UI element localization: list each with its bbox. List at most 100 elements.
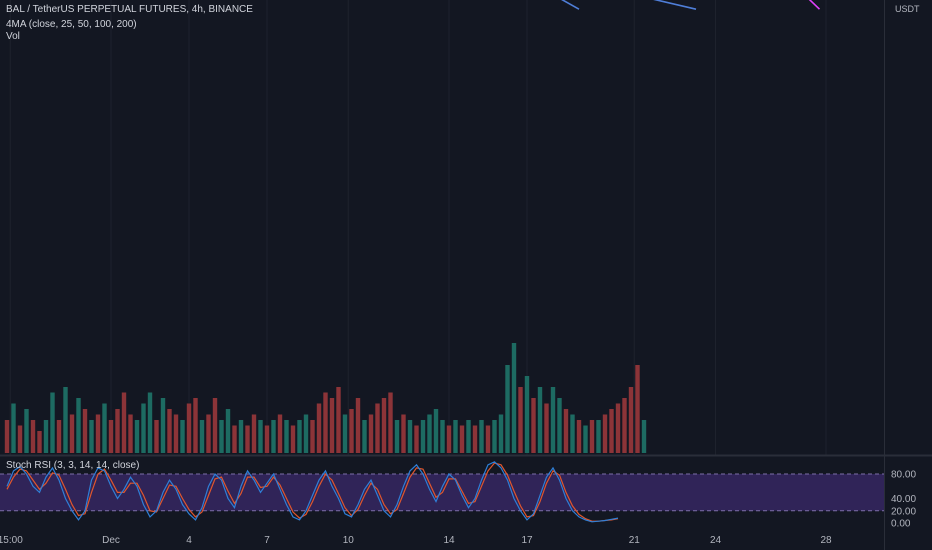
volume-bar	[440, 420, 445, 453]
volume-bar	[531, 398, 536, 453]
stoch-tick-label: 40.00	[891, 494, 916, 505]
volume-bar	[245, 425, 250, 453]
symbol-title[interactable]: BAL / TetherUS PERPETUAL FUTURES, 4h, BI…	[6, 4, 253, 15]
volume-bar	[232, 425, 237, 453]
volume-bar	[362, 420, 367, 453]
volume-bar	[492, 420, 497, 453]
volume-bar	[225, 409, 231, 453]
volume-bar	[453, 420, 458, 453]
time-tick-label: 24	[710, 535, 722, 546]
ma-legend[interactable]: 4MA (close, 25, 50, 100, 200)	[6, 19, 137, 30]
volume-bar	[63, 387, 68, 453]
volume-bar	[420, 420, 426, 453]
volume-bar	[11, 403, 16, 453]
volume-bar	[238, 420, 244, 453]
time-tick-label: 10	[343, 535, 355, 546]
volume-bar	[173, 414, 179, 453]
volume-bar	[82, 409, 88, 453]
volume-bar	[466, 420, 471, 453]
volume-bar	[505, 365, 510, 453]
volume-bar	[570, 414, 575, 453]
volume-bar	[147, 392, 153, 453]
volume-bar	[557, 398, 562, 453]
volume-bar	[589, 420, 595, 453]
volume-bar	[381, 398, 387, 453]
time-tick-label: 28	[820, 535, 832, 546]
volume-bar	[206, 414, 211, 453]
stoch-tick-label: 80.00	[891, 470, 916, 481]
volume-bar	[37, 431, 42, 453]
volume-bar	[537, 387, 543, 453]
volume-bar	[628, 387, 634, 453]
volume-bar	[284, 420, 289, 453]
volume-bar	[563, 409, 569, 453]
volume-bar	[635, 365, 640, 453]
stoch-rsi-pane	[0, 461, 884, 523]
volume-bar	[349, 409, 354, 453]
volume-bar	[69, 414, 75, 453]
stoch-k-line	[6, 461, 619, 523]
volume-bars	[4, 343, 647, 453]
time-tick-label: Dec	[102, 535, 120, 546]
time-tick-label: 21	[629, 535, 641, 546]
volume-bar	[141, 403, 146, 453]
time-tick-label: 14	[443, 535, 455, 546]
volume-bar	[297, 420, 302, 453]
volume-bar	[271, 420, 276, 453]
volume-bar	[186, 403, 192, 453]
volume-bar	[43, 420, 49, 453]
volume-bar	[102, 403, 107, 453]
stoch-tick-label: 0.00	[891, 519, 911, 530]
volume-bar	[479, 420, 484, 453]
volume-bar	[290, 425, 296, 453]
volume-bar	[4, 420, 10, 453]
stoch-tick-label: 20.00	[891, 506, 916, 517]
volume-bar	[154, 420, 159, 453]
volume-bar	[167, 409, 172, 453]
volume-bar	[342, 414, 348, 453]
volume-bar	[121, 392, 127, 453]
volume-bar	[316, 403, 322, 453]
volume-bar	[355, 398, 361, 453]
volume-bar	[180, 420, 185, 453]
time-tick-label: 17	[521, 535, 533, 546]
volume-bar	[596, 420, 601, 453]
volume-bar	[641, 420, 647, 453]
volume-bar	[550, 387, 556, 453]
volume-bar	[336, 387, 341, 453]
volume-bar	[609, 409, 614, 453]
volume-bar	[199, 420, 205, 453]
volume-bar	[89, 420, 94, 453]
volume-bar	[17, 425, 23, 453]
price-axis[interactable]: 19.50019.00018.50018.00017.50017.00016.5…	[891, 0, 922, 2]
stoch-legend[interactable]: Stoch RSI (3, 3, 14, 14, close)	[6, 460, 140, 471]
volume-bar	[303, 414, 309, 453]
volume-bar	[375, 403, 380, 453]
time-axis[interactable]: 15:00 Dec 4 7 10 14 17 21 24 28	[0, 535, 832, 546]
volume-bar	[329, 398, 335, 453]
volume-bar	[251, 414, 257, 453]
volume-bar	[518, 387, 523, 453]
volume-bar	[524, 376, 530, 453]
volume-bar	[394, 420, 400, 453]
volume-bar	[310, 420, 315, 453]
volume-bar	[602, 414, 608, 453]
volume-bar	[115, 409, 120, 453]
volume-bar	[56, 420, 62, 453]
volume-bar	[576, 420, 582, 453]
volume-bar	[615, 403, 621, 453]
volume-bar	[368, 414, 374, 453]
volume-bar	[388, 392, 393, 453]
volume-bar	[498, 414, 504, 453]
volume-bar	[95, 414, 101, 453]
volume-bar	[193, 398, 198, 453]
volume-legend[interactable]: Vol	[6, 31, 20, 42]
time-tick-label: 15:00	[0, 535, 23, 546]
volume-bar	[128, 414, 133, 453]
volume-bar	[544, 403, 549, 453]
volume-bar	[50, 392, 55, 453]
volume-bar	[622, 398, 627, 453]
volume-bar	[485, 425, 491, 453]
